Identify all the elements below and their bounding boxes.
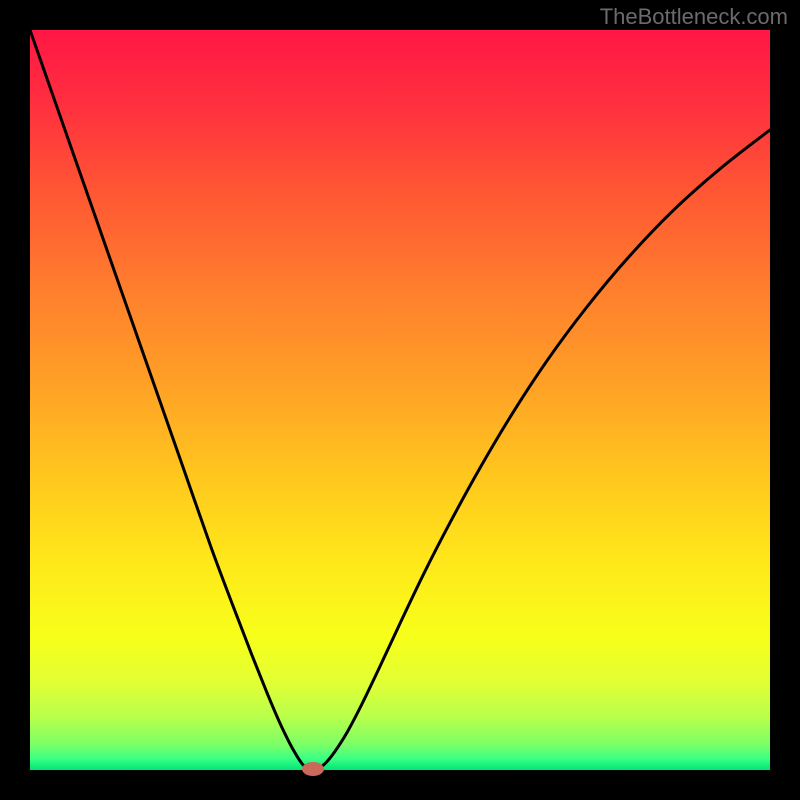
chart-container: TheBottleneck.com: [0, 0, 800, 800]
watermark-text: TheBottleneck.com: [600, 4, 788, 30]
optimum-marker: [302, 762, 324, 776]
bottleneck-chart: [30, 30, 770, 770]
chart-background: [30, 30, 770, 770]
